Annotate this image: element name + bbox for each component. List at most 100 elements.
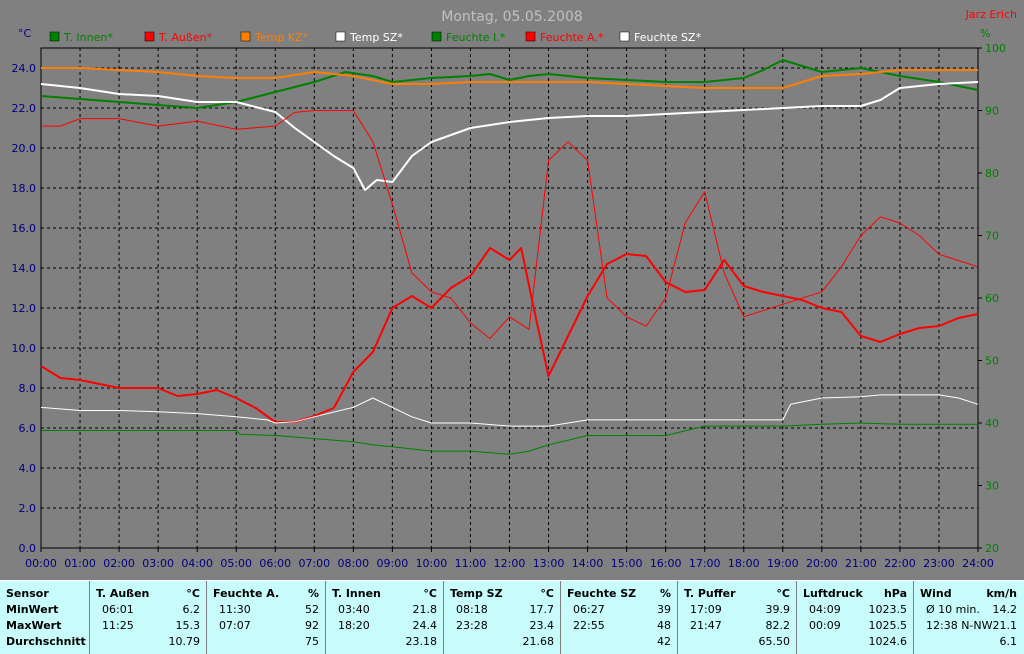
stat-time: 22:55 <box>573 619 605 632</box>
x-tick-label: 00:00 <box>25 557 57 570</box>
stat-column-title: Feuchte SZ <box>567 587 637 600</box>
stat-column-unit: % <box>659 587 671 600</box>
series-line-t-au-en <box>40 247 979 423</box>
y-right-tick-label: 30 <box>985 480 999 493</box>
stat-time: 08:18 <box>456 603 488 616</box>
y-left-tick-label: 4.0 <box>19 462 37 475</box>
stat-column-title: Feuchte A. <box>213 587 280 600</box>
y-right-tick-label: 20 <box>985 542 999 555</box>
x-tick-label: 23:00 <box>923 557 955 570</box>
x-tick-label: 09:00 <box>377 557 409 570</box>
stat-value: 23.4 <box>529 619 555 632</box>
stat-value: 92 <box>305 619 319 632</box>
x-tick-label: 22:00 <box>884 557 916 570</box>
stat-time: 17:09 <box>690 603 722 616</box>
legend-swatch <box>144 31 155 42</box>
x-tick-label: 17:00 <box>689 557 721 570</box>
y-left-tick-label: 12.0 <box>12 302 37 315</box>
stat-column-title: T. Innen <box>332 587 381 600</box>
legend-label: Temp KZ* <box>254 31 309 44</box>
statistics-table: Sensor MinWert MaxWert Durchschnitt T. Außen… <box>0 580 1024 654</box>
y-left-tick-label: 10.0 <box>12 342 37 355</box>
y-right-axis: 20 30 40 50 60 70 80 90 100 <box>978 42 1006 555</box>
x-tick-label: 18:00 <box>728 557 760 570</box>
y-left-tick-label: 6.0 <box>19 422 37 435</box>
legend-label: T. Innen* <box>63 31 113 44</box>
stat-time: 06:01 <box>102 603 134 616</box>
legend-swatch <box>525 31 536 42</box>
stat-value: 1025.5 <box>868 619 908 632</box>
stat-column: T. Außen °C 06:01 6.2 11:25 15.3 10.79 <box>90 581 207 654</box>
stat-column-title: Sensor <box>6 587 49 600</box>
y-left-axis: 0.0 2.0 4.0 6.0 8.0 10.0 12.0 14.0 16.0 18.0 20.0 2… <box>12 62 37 555</box>
stat-column: Sensor MinWert MaxWert Durchschnitt <box>0 581 90 654</box>
x-axis: 00:00 01:00 02:00 03:00 04:00 05:00 06:00 07:00… <box>25 548 994 570</box>
legend-swatch <box>240 31 251 42</box>
x-tick-label: 19:00 <box>767 557 799 570</box>
stat-value: 52 <box>305 603 319 616</box>
stat-value: 6.1 <box>999 635 1018 648</box>
legend-swatch <box>335 31 346 42</box>
chart-title: Montag, 05.05.2008 <box>441 9 583 25</box>
x-tick-label: 04:00 <box>181 557 213 570</box>
y-left-unit: °C <box>18 27 32 40</box>
x-tick-label: 06:00 <box>259 557 291 570</box>
series-line-temp-sz <box>40 81 979 191</box>
stat-time: 11:30 <box>219 603 251 616</box>
y-right-unit: % <box>980 27 990 40</box>
x-tick-label: 21:00 <box>845 557 877 570</box>
x-tick-label: 13:00 <box>533 557 565 570</box>
series-line-feuchte-i <box>41 422 978 455</box>
legend-label: Feuchte SZ* <box>634 31 702 44</box>
stat-value: 6.2 <box>182 603 201 616</box>
x-tick-label: 05:00 <box>220 557 252 570</box>
stat-row-label: MaxWert <box>6 619 62 632</box>
weather-chart: 0.0 2.0 4.0 6.0 8.0 10.0 12.0 14.0 16.0 18.0 20.0 2… <box>11 8 1018 570</box>
stat-column: Wind km/h Ø 10 min. 14.2 12:38 N-NW 21.1 6.1 <box>914 581 1023 654</box>
legend: T. Innen* T. Außen* Temp KZ* Temp SZ* Feucht… <box>49 31 702 44</box>
stat-time: 06:27 <box>573 603 605 616</box>
stat-column-unit: km/h <box>986 587 1017 600</box>
y-right-tick-label: 40 <box>985 417 999 430</box>
x-tick-label: 03:00 <box>142 557 174 570</box>
stat-column: Feuchte SZ% 06:27 39 22:55 48 42 <box>561 581 678 654</box>
stat-value: 65.50 <box>758 635 791 648</box>
y-left-tick-label: 22.0 <box>12 102 37 115</box>
y-left-tick-label: 24.0 <box>12 62 37 75</box>
x-tick-label: 14:00 <box>572 557 604 570</box>
x-tick-label: 02:00 <box>103 557 135 570</box>
x-tick-label: 10:00 <box>416 557 448 570</box>
stat-column-unit: hPa <box>883 587 907 600</box>
stat-value: 17.7 <box>529 603 555 616</box>
stat-value: 21.8 <box>412 603 438 616</box>
stat-value: 39 <box>657 603 671 616</box>
y-left-tick-label: 18.0 <box>12 182 37 195</box>
legend-swatch <box>49 31 60 42</box>
y-right-tick-label: 50 <box>985 355 999 368</box>
stat-value: 21.68 <box>522 635 555 648</box>
legend-label: Feuchte I.* <box>446 31 506 44</box>
stat-row-label: Durchschnitt <box>6 635 86 648</box>
stat-time: 12:38 N-NW <box>926 619 993 632</box>
stat-value: 15.3 <box>175 619 201 632</box>
stat-value: 82.2 <box>765 619 791 632</box>
series-line-feuchte-sz <box>40 394 979 427</box>
y-left-tick-label: 20.0 <box>12 142 37 155</box>
stat-value: 42 <box>657 635 671 648</box>
legend-swatch <box>619 31 630 42</box>
stat-column-unit: °C <box>540 587 554 600</box>
legend-label: Feuchte A.* <box>540 31 604 44</box>
stat-value: 10.79 <box>168 635 201 648</box>
legend-label: T. Außen* <box>158 31 213 44</box>
y-left-tick-label: 16.0 <box>12 222 37 235</box>
stat-column: T. Innen °C 03:40 21.8 18:20 24.4 23.18 <box>326 581 444 654</box>
stat-value: 23.18 <box>405 635 438 648</box>
stat-column-title: T. Außen <box>96 587 150 600</box>
stat-time: 11:25 <box>102 619 134 632</box>
author-label: Jarz Erich <box>965 8 1017 21</box>
x-tick-label: 24:00 <box>962 557 994 570</box>
series-lines <box>40 59 979 455</box>
stat-time: 23:28 <box>456 619 488 632</box>
y-right-tick-label: 90 <box>985 105 999 118</box>
stat-time: 00:09 <box>809 619 841 632</box>
